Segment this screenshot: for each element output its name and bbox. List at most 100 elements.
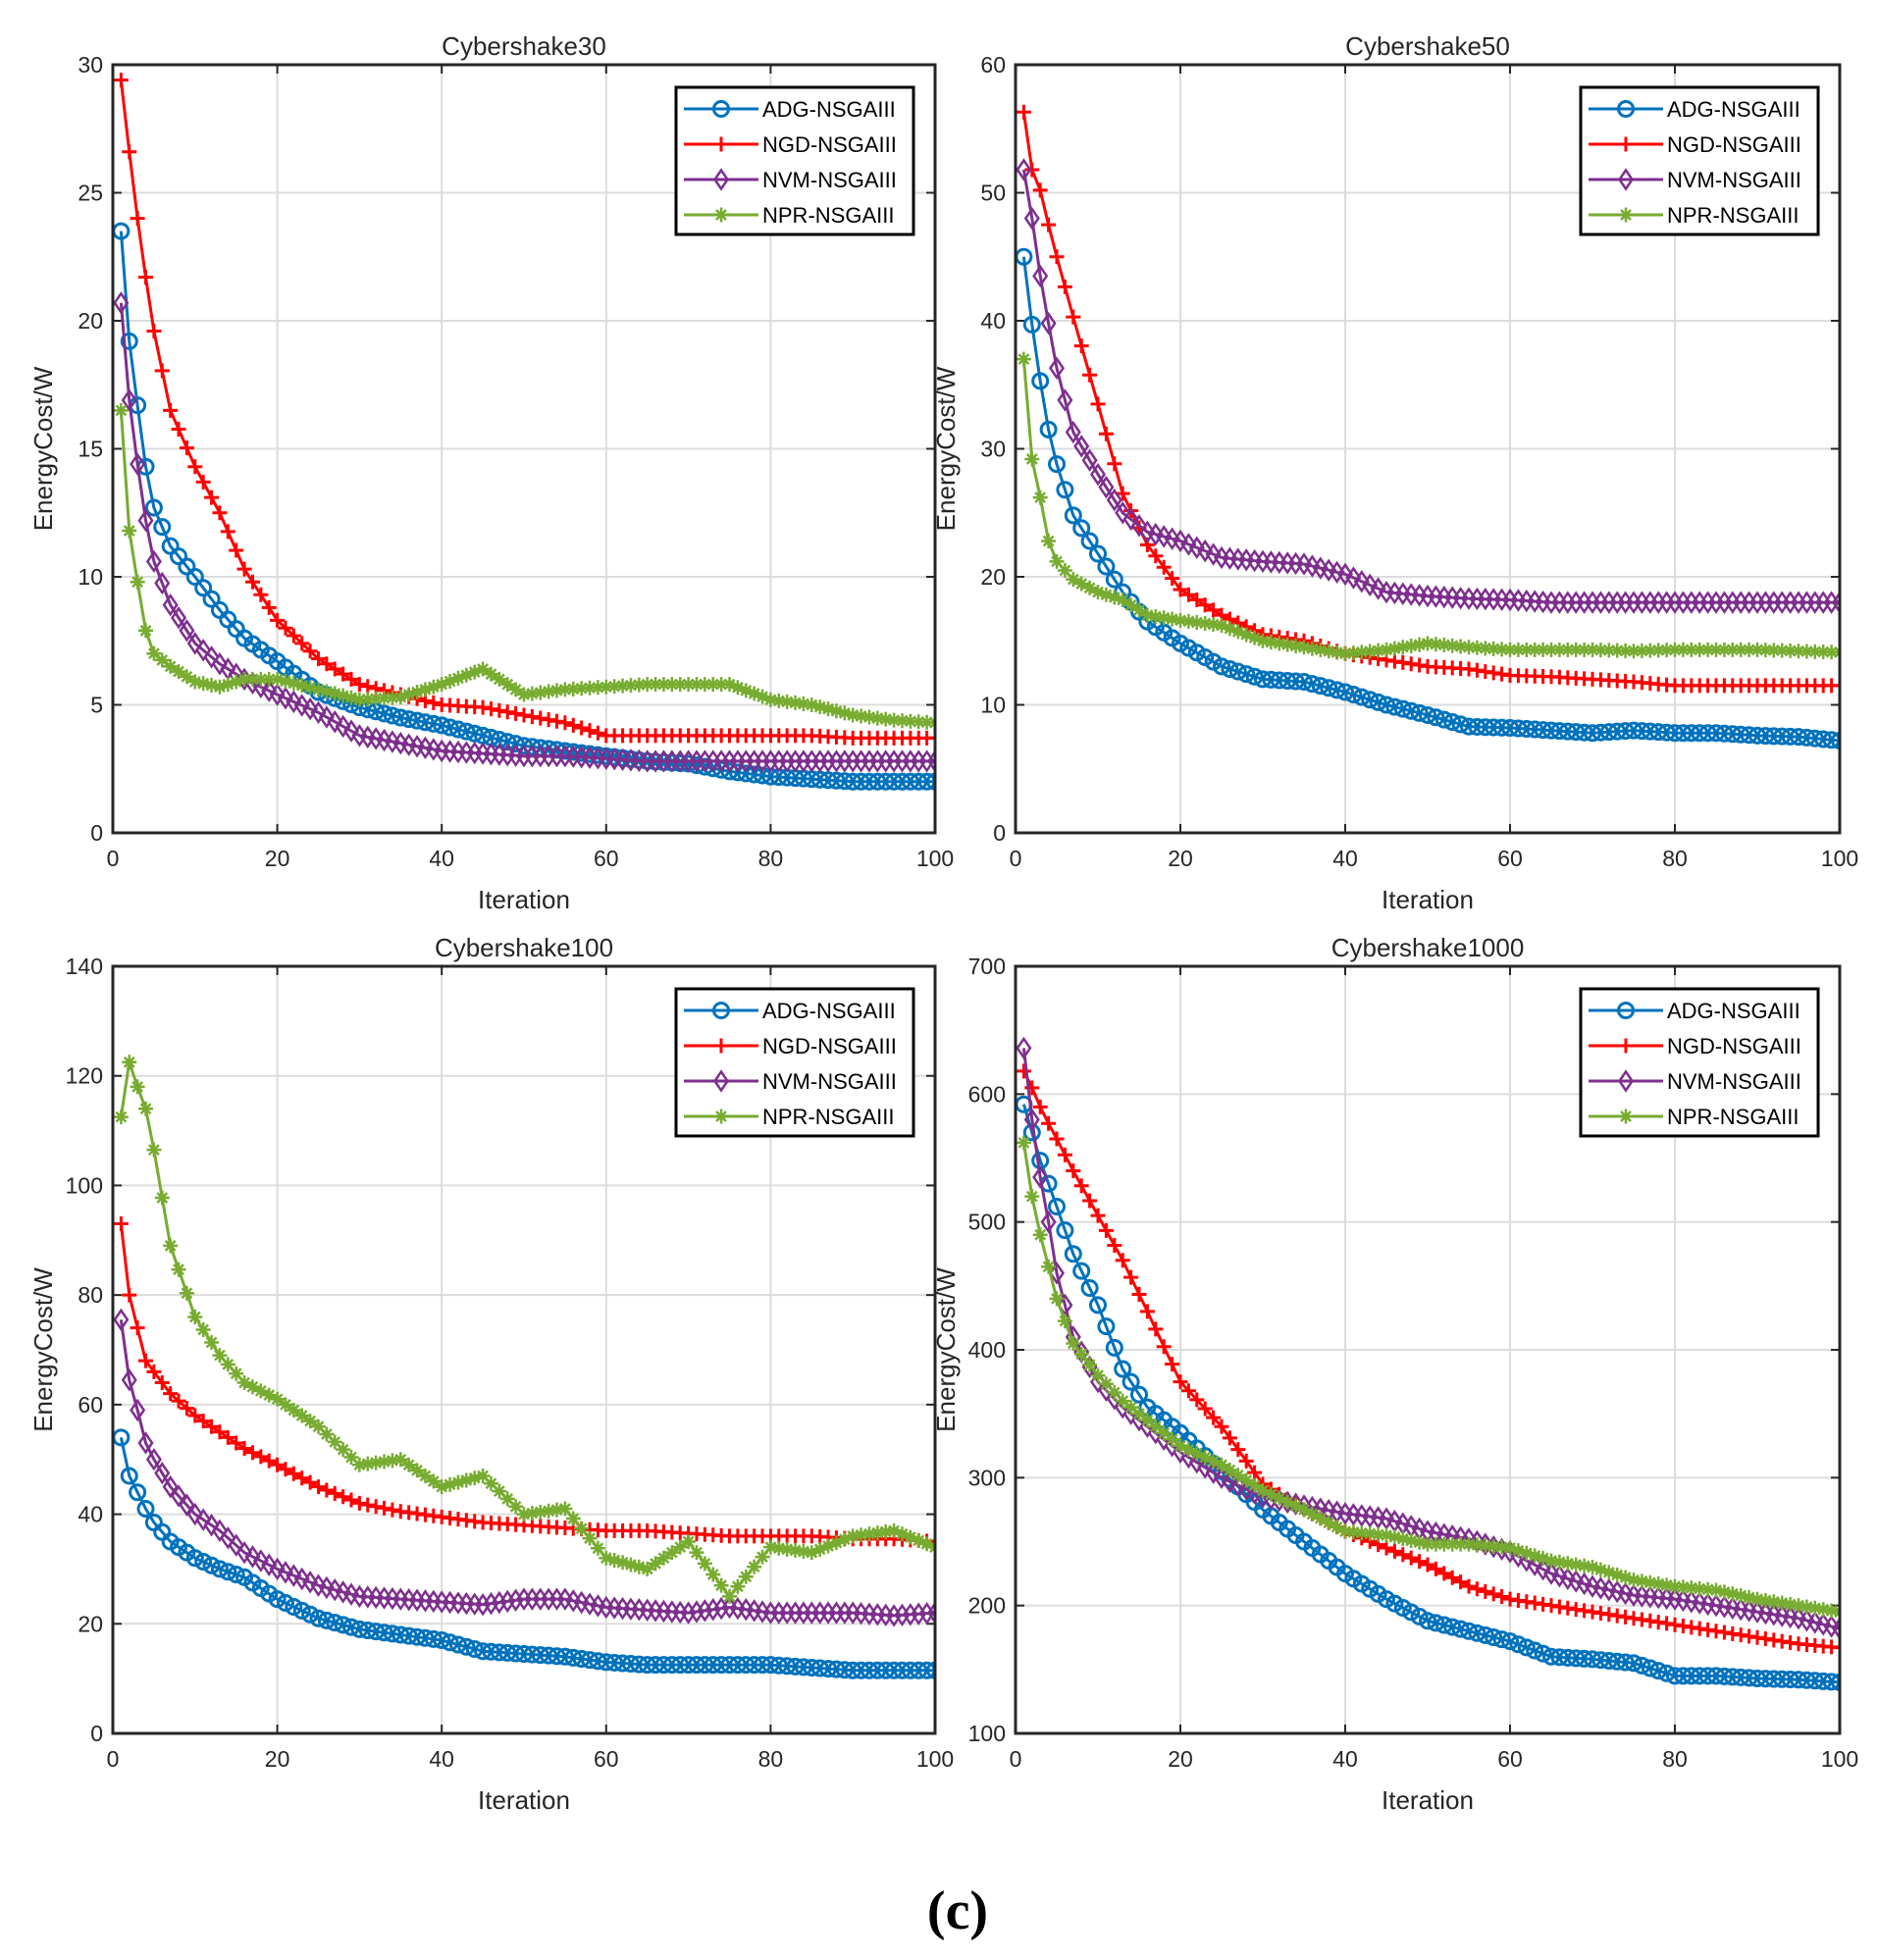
asterisk-icon [713,1109,729,1124]
circle-marker [1039,420,1058,438]
chart-title: Cybershake30 [442,31,606,61]
y-tick-label: 120 [66,1063,103,1089]
asterisk-marker [187,1309,203,1324]
subplot-cybershake1000: 0 20 40 60 80 100 100 200 300 400 500 600 700 Cybersh… [931,933,1858,1815]
circle-marker [268,1590,287,1609]
circle-marker [844,1661,862,1679]
y-tick-label: 100 [66,1172,103,1198]
plus-marker [1041,217,1057,232]
plus-marker [1115,1253,1130,1268]
asterisk-marker [738,683,754,698]
circle-marker [1328,681,1346,699]
asterisk-icon [1618,207,1634,223]
asterisk-marker [1032,490,1048,505]
plus-marker [1247,1465,1263,1480]
subplot-cybershake50: 0 20 40 60 80 100 0 10 20 30 40 50 60 Cybershake50 Ite… [931,31,1858,914]
asterisk-marker [1412,637,1428,652]
circle-marker [465,724,484,743]
circle-marker [1526,720,1544,739]
circle-marker [654,1656,673,1675]
asterisk-marker [1197,616,1213,632]
asterisk-marker [1156,1425,1172,1441]
asterisk-marker [1230,624,1246,640]
diamond-marker [1081,448,1098,472]
asterisk-marker [1700,1581,1716,1597]
circle-marker [647,1656,665,1675]
y-tick-label: 10 [980,693,1006,718]
circle-marker [342,1618,361,1636]
circle-marker [827,1660,846,1678]
asterisk-marker [804,697,819,712]
circle-marker [1591,1651,1610,1670]
asterisk-marker [154,1190,170,1206]
circle-marker [1657,723,1676,742]
diamond-marker [1130,514,1148,538]
circle-marker [1468,1624,1487,1642]
asterisk-marker [1330,645,1345,660]
plus-marker [294,636,310,651]
asterisk-marker [1230,1468,1246,1483]
diamond-marker [1048,356,1066,380]
asterisk-marker [1436,637,1452,652]
asterisk-marker [401,687,417,702]
circle-marker [358,1621,377,1639]
asterisk-marker [1519,642,1535,657]
asterisk-marker [1148,608,1164,624]
plus-marker [1057,279,1072,294]
asterisk-marker [1486,641,1501,656]
legend: ADG-NSGAIII NGD-NSGAIII NVM-NSGAIII NPR-NSG… [674,987,915,1138]
circle-marker [1798,1671,1816,1689]
circle-marker [194,1552,213,1571]
asterisk-marker [812,699,828,715]
asterisk-marker [1551,1554,1567,1570]
asterisk-marker [689,1545,704,1561]
asterisk-marker [1156,610,1172,626]
circle-icon [712,1002,730,1019]
x-tick-label: 40 [1332,1746,1358,1772]
asterisk-marker [1049,553,1065,569]
asterisk-marker [672,1539,688,1555]
asterisk-marker [1098,587,1114,602]
diamond-marker [277,1561,293,1584]
asterisk-marker [738,1569,754,1584]
asterisk-marker [640,1561,655,1576]
asterisk-marker [229,674,244,690]
diamond-marker [343,719,360,743]
circle-marker [416,713,435,732]
circle-marker [1080,532,1099,550]
series-line [119,231,935,784]
asterisk-marker [368,691,384,706]
asterisk-marker [1684,642,1699,657]
asterisk-marker [869,1525,885,1541]
diamond-marker [1089,462,1107,487]
circle-marker [1130,1385,1148,1404]
asterisk-marker [351,692,367,707]
y-axis-label: EnergyCost/W [931,1267,961,1432]
circle-marker [1221,659,1239,678]
circle-marker [1698,724,1717,743]
series-nvm-nsgaiii [1016,158,1840,614]
asterisk-marker [1024,451,1040,467]
diamond-icon [712,1069,730,1093]
plus-marker [590,725,605,741]
asterisk-marker [385,1453,400,1469]
asterisk-marker [1148,1418,1164,1434]
plus-marker [1024,162,1040,178]
diamond-marker [318,705,335,729]
axes-box [111,964,937,1735]
series-npr-nsgaiii [1016,351,1840,661]
asterisk-marker [796,696,811,711]
plus-marker [1057,1147,1072,1162]
asterisk-marker [1502,1540,1518,1556]
plus-marker [261,1453,277,1469]
circle-marker [876,1661,895,1679]
asterisk-marker [1585,642,1600,657]
circle-icon [712,100,730,118]
circle-marker [810,1659,829,1677]
asterisk-marker [467,1470,483,1486]
asterisk-marker [1247,1477,1263,1493]
x-axis-label: Iteration [1382,885,1474,914]
asterisk-marker [1749,642,1765,657]
y-tick-label: 25 [78,181,103,206]
diamond-marker [277,687,293,710]
